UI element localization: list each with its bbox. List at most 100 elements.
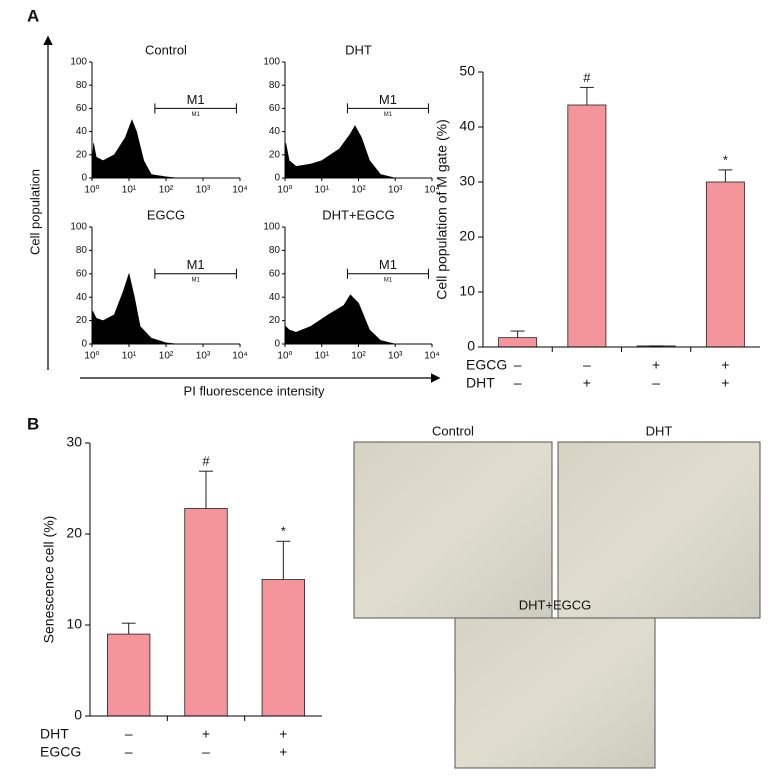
condition-label: +: [202, 726, 210, 742]
condition-label: +: [279, 726, 287, 742]
y-tick-label: 80: [76, 245, 88, 256]
y-tick-label: 20: [269, 315, 281, 326]
x-tick-label: 10⁴: [232, 351, 247, 362]
gate-label: M1: [379, 92, 397, 107]
condition-label: +: [279, 744, 287, 760]
photo: [353, 441, 553, 619]
flow-y-label: Cell population: [27, 169, 42, 255]
y-tick-label: 20: [459, 228, 475, 244]
y-tick-label: 100: [70, 222, 87, 233]
condition-label: –: [514, 375, 522, 391]
gate-sublabel: M1: [384, 277, 393, 283]
y-tick-label: 0: [74, 707, 82, 723]
annotation: *: [281, 524, 286, 539]
condition-label: +: [652, 357, 660, 373]
bar: [498, 337, 538, 348]
photo-label: DHT+EGCG: [519, 597, 592, 612]
condition-label: –: [583, 357, 591, 373]
x-tick-label: 10³: [388, 185, 403, 196]
x-tick-label: 10³: [388, 351, 403, 362]
gate-sublabel: M1: [191, 112, 200, 118]
y-tick-label: 60: [76, 268, 88, 279]
plot-title: DHT: [345, 42, 372, 57]
gate-label: M1: [379, 257, 397, 272]
y-tick-label: 100: [70, 57, 87, 68]
bar: [261, 579, 306, 717]
y-tick-label: 80: [269, 245, 281, 256]
x-tick-label: 10⁴: [424, 351, 439, 362]
annotation: #: [202, 454, 210, 469]
flow-x-label: PI fluorescence intensity: [184, 383, 325, 398]
y-tick-label: 40: [269, 126, 281, 137]
condition-label: –: [202, 744, 210, 760]
gate-sublabel: M1: [191, 277, 200, 283]
x-tick-label: 10⁰: [277, 351, 292, 362]
y-tick-label: 100: [263, 222, 280, 233]
x-tick-label: 10⁴: [424, 185, 439, 196]
x-tick-label: 10²: [351, 185, 366, 196]
bar: [567, 104, 607, 348]
x-tick-label: 10²: [159, 185, 174, 196]
x-tick-label: 10³: [196, 185, 211, 196]
x-tick-label: 10⁰: [84, 185, 99, 196]
annotation: #: [583, 70, 591, 85]
condition-label: –: [652, 375, 660, 391]
x-tick-label: 10⁴: [232, 185, 247, 196]
x-tick-label: 10³: [196, 351, 211, 362]
y-tick-label: 80: [269, 80, 281, 91]
gate-label: M1: [187, 257, 205, 272]
bar: [107, 633, 151, 717]
y-tick-label: 30: [459, 173, 475, 189]
plot-title: DHT+EGCG: [322, 207, 395, 222]
photo-label: Control: [432, 423, 474, 438]
histogram: [284, 125, 396, 179]
y-axis-label: Senescence cell (%): [41, 516, 57, 644]
x-tick-label: 10²: [351, 351, 366, 362]
histogram: [91, 119, 178, 179]
y-tick-label: 0: [274, 173, 280, 184]
y-tick-label: 20: [76, 315, 88, 326]
panel-label: A: [27, 6, 39, 25]
plot-title: Control: [145, 42, 187, 57]
y-tick-label: 30: [66, 434, 82, 450]
x-tick-label: 10⁰: [277, 185, 292, 196]
gate-label: M1: [187, 92, 205, 107]
gate-sublabel: M1: [384, 112, 393, 118]
y-tick-label: 20: [76, 149, 88, 160]
condition-name: EGCG: [466, 357, 507, 373]
y-tick-label: 40: [76, 292, 88, 303]
histogram: [91, 272, 178, 345]
bar: [705, 181, 745, 348]
condition-label: +: [721, 375, 729, 391]
y-tick-label: 80: [76, 80, 88, 91]
y-tick-label: 50: [459, 63, 475, 79]
condition-label: –: [125, 744, 133, 760]
x-tick-label: 10¹: [315, 351, 330, 362]
y-tick-label: 0: [274, 339, 280, 350]
bar: [184, 508, 228, 717]
photo: [557, 441, 761, 619]
condition-name: DHT: [40, 726, 69, 742]
condition-label: +: [583, 375, 591, 391]
photo-label: DHT: [646, 423, 673, 438]
x-tick-label: 10¹: [122, 351, 137, 362]
y-tick-label: 40: [76, 126, 88, 137]
x-tick-label: 10¹: [122, 185, 137, 196]
plot-title: EGCG: [147, 207, 185, 222]
y-tick-label: 10: [66, 616, 82, 632]
y-tick-label: 40: [269, 292, 281, 303]
y-tick-label: 0: [81, 173, 87, 184]
x-tick-label: 10¹: [315, 185, 330, 196]
x-tick-label: 10²: [159, 351, 174, 362]
photo: [454, 617, 656, 769]
y-tick-label: 40: [459, 118, 475, 134]
y-tick-label: 60: [76, 103, 88, 114]
y-tick-label: 20: [269, 149, 281, 160]
y-tick-label: 20: [66, 525, 82, 541]
y-tick-label: 60: [269, 268, 281, 279]
y-tick-label: 0: [467, 338, 475, 354]
panel-label: B: [27, 414, 39, 433]
micrograph: [353, 441, 761, 769]
condition-label: –: [514, 357, 522, 373]
